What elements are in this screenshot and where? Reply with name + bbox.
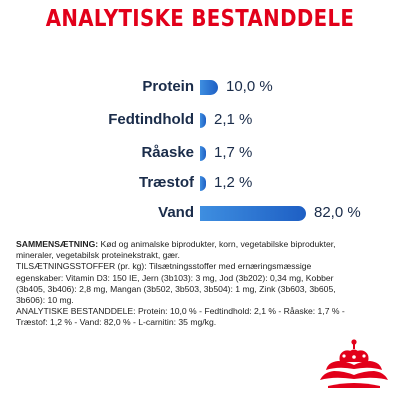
nutrient-value: 10,0 %	[226, 78, 273, 95]
nutrient-label: Fedtindhold	[108, 111, 194, 128]
nutrient-label: Protein	[142, 78, 194, 95]
ingredients-list: Kød og animalske biprodukter, korn, vege…	[16, 239, 336, 261]
nutrient-value: 82,0 %	[314, 204, 361, 221]
nutrient-row-fedtindhold: Fedtindhold 2,1 %	[0, 110, 400, 130]
page-title: ANALYTISKE BESTANDDELE	[45, 6, 355, 32]
ingredients-heading: SAMMENSÆTNING:	[16, 239, 99, 249]
nutrient-label: Vand	[158, 204, 194, 221]
nutrient-label: Råaske	[141, 144, 194, 161]
composition-text: SAMMENSÆTNING: Kød og animalske biproduk…	[16, 239, 356, 329]
ingredients-paragraph: SAMMENSÆTNING: Kød og animalske biproduk…	[16, 239, 356, 261]
nutrient-row-protein: Protein 10,0 %	[0, 77, 400, 97]
nutrient-value: 1,2 %	[214, 174, 253, 191]
analysis-paragraph: ANALYTISKE BESTANDDELE: Protein: 10,0 % …	[16, 306, 345, 328]
nutrient-bar	[200, 146, 206, 161]
nutrient-bar	[200, 113, 206, 128]
additives-paragraph: TILSÆTNINGSSTOFFER (pr. kg): Tilsætnings…	[16, 261, 336, 306]
crown-logo-icon	[320, 339, 388, 388]
nutrient-bar	[200, 206, 306, 221]
nutrient-value: 1,7 %	[214, 144, 253, 161]
nutrient-row-vand: Vand 82,0 %	[0, 203, 400, 223]
nutrient-value: 2,1 %	[214, 111, 253, 128]
nutrient-bar	[200, 80, 218, 95]
nutrient-row-raaske: Råaske 1,7 %	[0, 143, 400, 163]
nutrient-label: Træstof	[138, 174, 194, 191]
nutrient-chart: Protein 10,0 % Fedtindhold 2,1 % Råaske …	[0, 77, 400, 223]
nutrient-row-traestof: Træstof 1,2 %	[0, 173, 400, 193]
crown-logo	[318, 336, 390, 388]
nutrient-bar	[200, 176, 206, 191]
